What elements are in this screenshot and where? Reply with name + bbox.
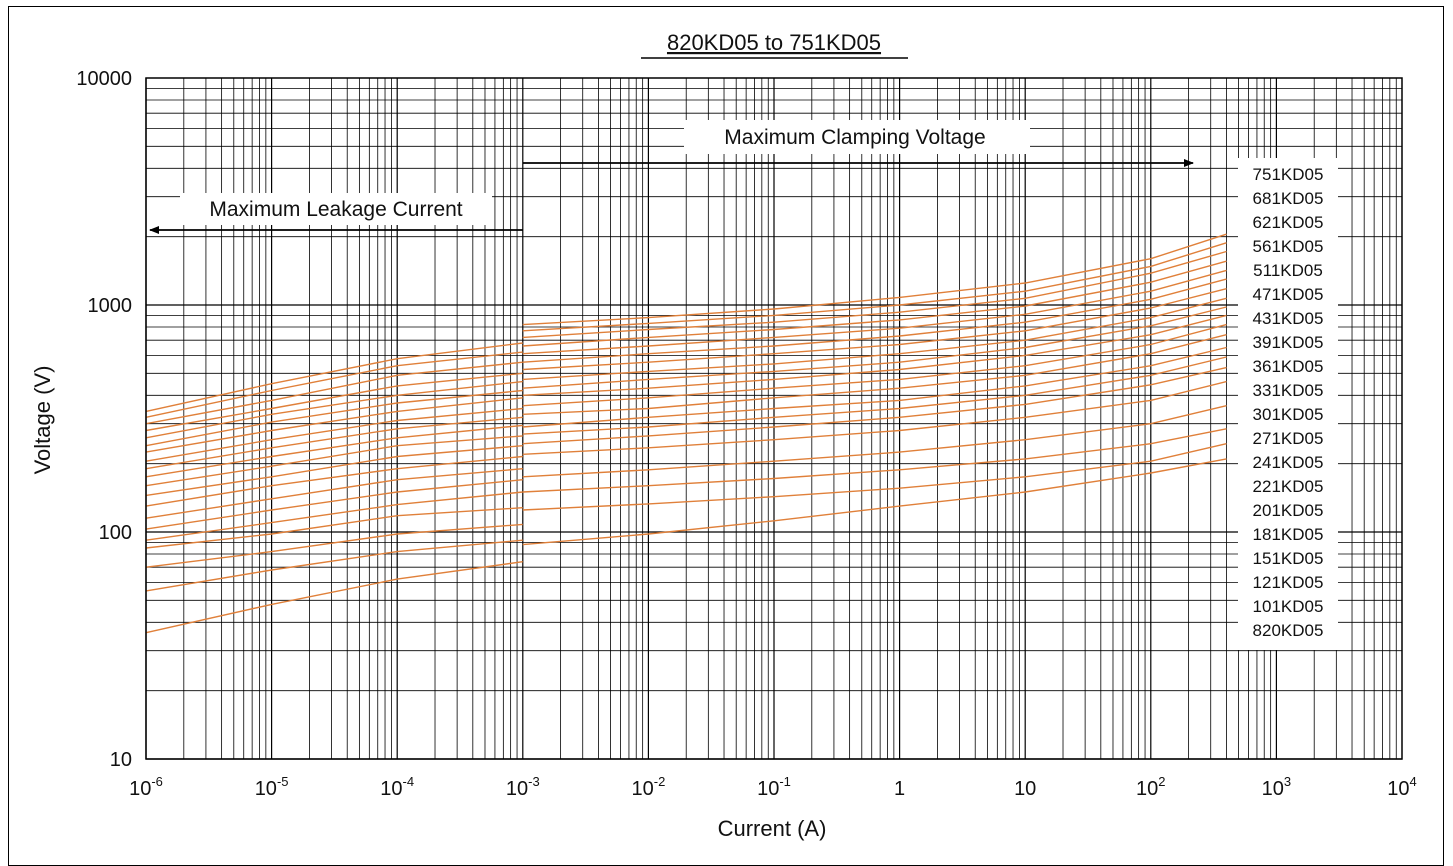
y-axis-title: Voltage (V) — [30, 366, 55, 475]
legend-item: 181KD05 — [1253, 525, 1324, 544]
leakage-series-line — [145, 435, 523, 487]
clamping-series-line-561kd05 — [522, 260, 1227, 347]
x-tick-label: 10-5 — [255, 774, 289, 800]
leakage-series-line — [145, 380, 523, 439]
x-tick-label: 10-4 — [380, 774, 414, 800]
leakage-series-line — [145, 479, 523, 530]
x-tick-label: 10 — [1014, 778, 1036, 800]
clamping-series-line-181kd05 — [522, 380, 1227, 455]
leakage-series-line — [145, 523, 523, 568]
legend-item: 121KD05 — [1253, 573, 1324, 592]
x-axis-title: Current (A) — [718, 816, 827, 841]
legend-item: 511KD05 — [1253, 261, 1323, 280]
leakage-series-line — [145, 424, 523, 478]
legend-item: 201KD05 — [1253, 501, 1324, 520]
leakage-series-line — [145, 397, 523, 453]
legend-item: 561KD05 — [1253, 237, 1324, 256]
annotations: Maximum Clamping Voltage Maximum Leakage… — [149, 120, 1194, 234]
y-tick-label: 10000 — [76, 68, 132, 90]
y-tick-label: 100 — [99, 522, 132, 544]
leakage-series-line — [145, 491, 523, 541]
leakage-series-line — [145, 361, 523, 425]
legend-item: 301KD05 — [1253, 405, 1324, 424]
x-tick-label: 103 — [1262, 774, 1291, 800]
clamping-series-line-820kd05 — [522, 458, 1227, 546]
clamping-annotation-label: Maximum Clamping Voltage — [724, 126, 985, 149]
legend-item: 431KD05 — [1253, 309, 1324, 328]
clamping-series-line-391kd05 — [522, 297, 1227, 381]
y-tick-label: 10 — [110, 749, 132, 771]
clamping-label-bg — [684, 120, 1030, 154]
leakage-series-line — [145, 468, 523, 519]
legend-item: 151KD05 — [1253, 549, 1324, 568]
leakage-series-line — [145, 539, 523, 592]
leakage-series-line — [145, 561, 523, 634]
clamping-series-line-151kd05 — [522, 405, 1227, 478]
leakage-series-line — [145, 507, 523, 549]
x-tick-label: 1 — [894, 778, 905, 800]
clamping-series-line-431kd05 — [522, 288, 1227, 371]
clamping-series-line-101kd05 — [522, 443, 1227, 511]
legend-item: 820KD05 — [1253, 621, 1324, 640]
clamping-series-line-121kd05 — [522, 428, 1227, 493]
clamping-series-line-241kd05 — [522, 346, 1227, 428]
clamping-series-line-361kd05 — [522, 306, 1227, 389]
legend-item: 271KD05 — [1253, 429, 1324, 448]
x-tick-label: 10-6 — [129, 774, 163, 800]
plot-area-border — [145, 77, 1403, 760]
leakage-series-line — [145, 351, 523, 418]
legend-item: 241KD05 — [1253, 453, 1324, 472]
x-tick-label: 10-1 — [757, 774, 791, 800]
legend-item: 681KD05 — [1253, 189, 1324, 208]
x-tick-label: 10-3 — [506, 774, 540, 800]
legend-item: 621KD05 — [1253, 213, 1324, 232]
chart-title: 820KD05 to 751KD05 — [667, 30, 881, 55]
x-tick-label: 102 — [1136, 774, 1165, 800]
clamping-series-line-331kd05 — [522, 314, 1227, 396]
clamping-series-line-751kd05 — [522, 233, 1227, 326]
legend-item: 101KD05 — [1253, 597, 1324, 616]
leakage-annotation-label: Maximum Leakage Current — [209, 198, 462, 221]
leakage-label-bg — [180, 193, 492, 225]
legend-box — [1238, 158, 1338, 650]
leakage-series-line — [145, 372, 523, 432]
clamping-series-line-201kd05 — [522, 366, 1227, 445]
legend-item: 471KD05 — [1253, 285, 1324, 304]
leakage-series-line — [145, 455, 523, 507]
grid — [145, 78, 1402, 760]
clamping-series-line-271kd05 — [522, 334, 1227, 415]
leakage-series-line — [145, 416, 523, 470]
clamping-series-line-621kd05 — [522, 250, 1227, 339]
legend: 751KD05 681KD05 621KD05 561KD05 511KD05 471KD… — [1253, 165, 1324, 640]
leakage-series-line — [145, 389, 523, 447]
legend-item: 361KD05 — [1253, 357, 1324, 376]
leakage-series-line — [145, 445, 523, 497]
clamping-series-line-301kd05 — [522, 323, 1227, 407]
series-group — [145, 233, 1227, 634]
legend-item: 221KD05 — [1253, 477, 1324, 496]
x-tick-label: 104 — [1387, 774, 1416, 800]
x-tick-label: 10-2 — [631, 774, 665, 800]
clamping-series-line-511kd05 — [522, 269, 1227, 355]
legend-item: 751KD05 — [1253, 165, 1324, 184]
legend-item: 331KD05 — [1253, 381, 1324, 400]
clamping-series-line-221kd05 — [522, 356, 1227, 435]
y-tick-label: 1000 — [88, 295, 133, 317]
leakage-series-line — [145, 342, 523, 413]
leakage-series-line — [145, 407, 523, 462]
clamping-series-line-681kd05 — [522, 242, 1227, 332]
clamping-series-line-471kd05 — [522, 278, 1227, 363]
legend-item: 391KD05 — [1253, 333, 1324, 352]
tick-labels: 10-6 10-5 10-4 10-3 10-2 10-1 1 10 102 103 104 10 10… — [76, 68, 1416, 800]
